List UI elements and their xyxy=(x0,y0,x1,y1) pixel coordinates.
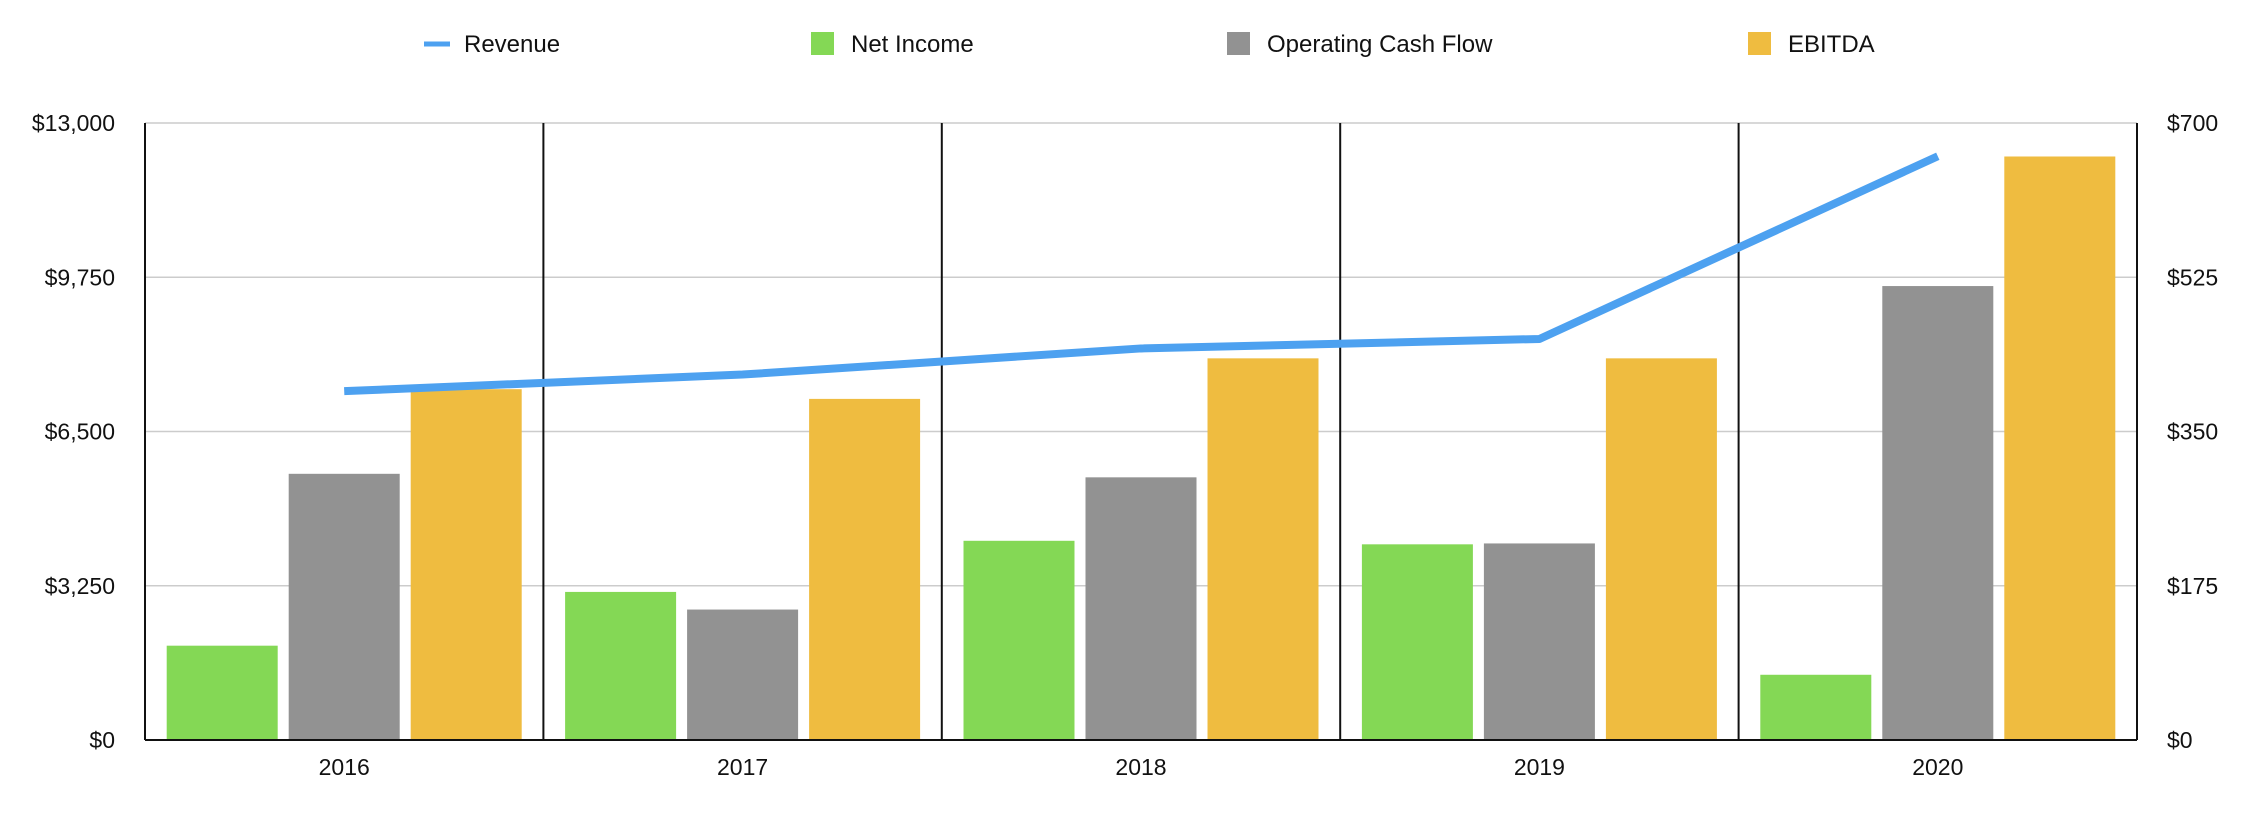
right-tick-label: $175 xyxy=(2167,573,2218,599)
right-tick-label: $350 xyxy=(2167,419,2218,445)
x-tick-label: 2019 xyxy=(1514,754,1565,780)
left-axis: $0 $3,250 $6,500 $9,750 $13,000 xyxy=(32,110,115,753)
left-tick-label: $13,000 xyxy=(32,110,115,136)
x-axis: 2016 2017 2018 2019 2020 xyxy=(319,754,1964,780)
x-tick-label: 2020 xyxy=(1912,754,1963,780)
x-tick-label: 2018 xyxy=(1115,754,1166,780)
left-tick-label: $6,500 xyxy=(45,419,115,445)
line-revenue xyxy=(344,152,1940,396)
legend-label: Net Income xyxy=(851,31,974,58)
right-tick-label: $525 xyxy=(2167,264,2218,290)
bars xyxy=(166,156,2116,741)
bar-net-income xyxy=(1760,674,1872,740)
bar-operating-cash-flow xyxy=(1085,477,1197,740)
x-tick-label: 2016 xyxy=(319,754,370,780)
right-tick-label: $700 xyxy=(2167,110,2218,136)
bar-ebitda xyxy=(2004,156,2116,741)
legend: Revenue Net Income Operating Cash Flow EBIT… xyxy=(424,31,1875,58)
legend-item: Revenue xyxy=(424,31,560,58)
bar-net-income xyxy=(565,591,677,740)
bar-operating-cash-flow xyxy=(288,473,400,740)
bar-operating-cash-flow xyxy=(1882,286,1994,740)
legend-item: Net Income xyxy=(811,31,974,58)
bar-net-income xyxy=(1361,544,1473,740)
legend-label: EBITDA xyxy=(1788,31,1875,58)
right-axis: $0 $175 $350 $525 $700 xyxy=(2167,110,2218,753)
left-tick-label: $9,750 xyxy=(45,264,115,290)
x-tick-label: 2017 xyxy=(717,754,768,780)
bar-ebitda xyxy=(1207,358,1319,740)
bar-ebitda xyxy=(1605,358,1717,740)
bar-ebitda xyxy=(410,389,522,740)
legend-label: Revenue xyxy=(464,31,560,58)
legend-item: Operating Cash Flow xyxy=(1227,31,1493,58)
legend-swatch xyxy=(1748,32,1771,55)
legend-swatch xyxy=(1227,32,1250,55)
bar-net-income xyxy=(963,540,1075,740)
bar-operating-cash-flow xyxy=(687,609,799,740)
lines xyxy=(344,152,1940,396)
left-tick-label: $3,250 xyxy=(45,573,115,599)
bar-operating-cash-flow xyxy=(1483,543,1595,740)
legend-swatch xyxy=(811,32,834,55)
bar-ebitda xyxy=(809,398,921,740)
bar-net-income xyxy=(166,645,278,740)
right-tick-label: $0 xyxy=(2167,727,2193,753)
left-tick-label: $0 xyxy=(89,727,115,753)
legend-item: EBITDA xyxy=(1748,31,1875,58)
legend-label: Operating Cash Flow xyxy=(1267,31,1493,58)
category-separators xyxy=(144,123,2138,741)
